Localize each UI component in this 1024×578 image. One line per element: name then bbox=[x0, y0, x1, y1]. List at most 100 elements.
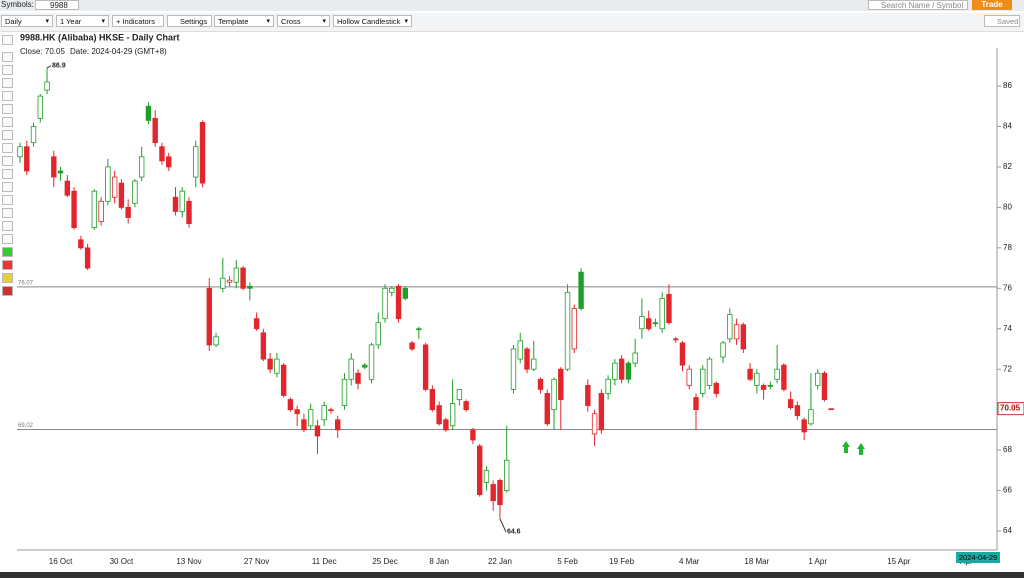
tool[interactable] bbox=[2, 169, 13, 179]
candle-body bbox=[774, 368, 780, 380]
cursor-dropdown[interactable]: Cross bbox=[277, 15, 330, 28]
x-tick-label: 30 Oct bbox=[110, 557, 134, 566]
candle-body bbox=[558, 368, 564, 400]
tool[interactable] bbox=[2, 91, 13, 101]
candle-body bbox=[612, 362, 618, 380]
candle-body bbox=[422, 344, 429, 390]
tool[interactable] bbox=[2, 156, 13, 166]
candle-body bbox=[814, 372, 821, 386]
candle-body bbox=[409, 342, 415, 350]
candle-body bbox=[767, 384, 774, 387]
tool[interactable] bbox=[2, 260, 13, 270]
candle-body bbox=[301, 419, 307, 431]
candle-body bbox=[463, 401, 469, 411]
candle-body bbox=[639, 316, 645, 330]
tool[interactable] bbox=[2, 247, 13, 257]
candle-body bbox=[328, 409, 334, 412]
tool[interactable] bbox=[2, 65, 13, 75]
tool[interactable] bbox=[2, 117, 13, 127]
tool[interactable] bbox=[2, 130, 13, 140]
indicators-button[interactable]: + Indicators bbox=[112, 15, 164, 27]
candle-body bbox=[571, 308, 578, 350]
tool[interactable] bbox=[2, 78, 13, 88]
candle-body bbox=[727, 314, 733, 340]
x-tick-label: 27 Nov bbox=[244, 557, 269, 566]
symbols-label: Symbols: bbox=[1, 0, 34, 9]
x-tick-label: 1 Apr bbox=[808, 557, 827, 566]
candle-body bbox=[476, 445, 483, 496]
candle-body bbox=[30, 126, 37, 144]
range-dropdown[interactable]: 1 Year bbox=[56, 15, 109, 28]
candle-body bbox=[335, 419, 341, 431]
candle-body bbox=[720, 342, 726, 358]
candle-body bbox=[801, 419, 807, 433]
x-tick-label: 15 Apr bbox=[887, 557, 910, 566]
candle-body bbox=[280, 364, 287, 396]
x-tick-label: 18 Mar bbox=[744, 557, 769, 566]
trade-button[interactable]: Trade bbox=[972, 0, 1012, 10]
candle-body bbox=[105, 166, 111, 202]
candle-body bbox=[700, 368, 706, 394]
candle-body bbox=[233, 267, 240, 283]
candle-body bbox=[747, 368, 753, 380]
candle-body bbox=[118, 182, 125, 208]
settings-button[interactable]: Settings bbox=[167, 15, 212, 27]
tool[interactable] bbox=[2, 104, 13, 114]
candle-body bbox=[138, 156, 145, 178]
candle-body bbox=[666, 293, 672, 324]
tool[interactable] bbox=[2, 208, 13, 218]
candle-body bbox=[436, 405, 442, 425]
x-tick-label: 13 Nov bbox=[176, 557, 201, 566]
low-annotation: 64.6 bbox=[507, 529, 521, 536]
tool[interactable] bbox=[2, 52, 13, 62]
candle-body bbox=[828, 408, 834, 411]
tool[interactable] bbox=[2, 221, 13, 231]
candle-body bbox=[808, 409, 814, 425]
candle-body bbox=[240, 267, 246, 289]
search-box[interactable]: Search Name / Symbol bbox=[868, 0, 968, 10]
interval-dropdown[interactable]: Daily bbox=[1, 15, 53, 28]
candle-body bbox=[510, 348, 517, 390]
candle-body bbox=[497, 480, 503, 506]
candle-body bbox=[395, 285, 402, 320]
tool[interactable] bbox=[2, 195, 13, 205]
candle-body bbox=[206, 287, 212, 346]
candle-body bbox=[247, 285, 253, 289]
candle-body bbox=[145, 105, 152, 121]
tool[interactable] bbox=[2, 234, 13, 244]
tool[interactable] bbox=[2, 182, 13, 192]
candle-body bbox=[578, 271, 584, 309]
candle-body bbox=[341, 378, 348, 407]
candle-body bbox=[71, 190, 77, 229]
candle-body bbox=[517, 340, 523, 360]
candle-body bbox=[220, 277, 226, 289]
candle-body bbox=[193, 146, 199, 178]
template-dropdown[interactable]: Template bbox=[214, 15, 274, 28]
y-tick-label: 82 bbox=[1003, 162, 1012, 171]
signal-arrows bbox=[842, 441, 865, 455]
symbol-input[interactable]: 9988 bbox=[35, 0, 79, 10]
candle-body bbox=[551, 378, 557, 411]
tool[interactable] bbox=[2, 273, 13, 283]
style-dropdown[interactable]: Hollow Candlestick bbox=[333, 15, 412, 28]
crosshair-date-box bbox=[956, 552, 1000, 563]
chart-title: 9988.HK (Alibaba) HKSE - Daily Chart bbox=[20, 32, 180, 42]
candle-body bbox=[17, 146, 23, 158]
date-text: Date: 2024-04-29 (GMT+8) bbox=[70, 47, 167, 56]
last-price-box bbox=[997, 402, 1024, 416]
candle-body bbox=[531, 358, 537, 370]
candle-body bbox=[733, 324, 740, 340]
y-tick-label: 68 bbox=[1003, 445, 1012, 454]
y-tick-label: 84 bbox=[1003, 122, 1012, 131]
saved-button[interactable]: Saved bbox=[984, 15, 1020, 27]
tool[interactable] bbox=[2, 286, 13, 296]
y-tick-label: 76 bbox=[1003, 283, 1012, 292]
candle-body bbox=[443, 419, 449, 431]
candle-body bbox=[348, 358, 354, 380]
tool[interactable] bbox=[2, 35, 13, 45]
tool[interactable] bbox=[2, 143, 13, 153]
candle-body bbox=[402, 287, 409, 299]
horizontal-line-label: 69.02 bbox=[18, 423, 34, 429]
candle-body bbox=[375, 322, 381, 346]
horizontal-line-label: 76.07 bbox=[18, 280, 34, 286]
